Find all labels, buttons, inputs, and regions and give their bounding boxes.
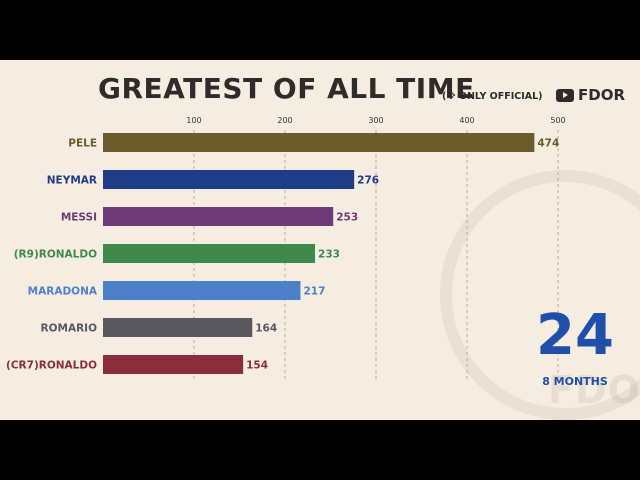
x-tick-label: 300 xyxy=(368,116,383,125)
value-label: 154 xyxy=(246,360,268,372)
bar-chart: 100 200 300 400 500 PELE 474 NEYMAR 276 MESSI 253… xyxy=(6,116,566,382)
counter-label: 8 MONTHS xyxy=(542,375,608,388)
x-tick-label: 200 xyxy=(277,116,292,125)
value-label: 276 xyxy=(357,175,379,187)
category-label: PELE xyxy=(68,138,97,150)
bar-neymar xyxy=(103,170,355,189)
value-label: 474 xyxy=(537,138,559,150)
category-label: MESSI xyxy=(61,212,97,224)
channel-brand: FDOR xyxy=(556,86,625,104)
category-label: MARADONA xyxy=(28,286,98,298)
value-label: 164 xyxy=(255,323,277,335)
value-label: 233 xyxy=(318,249,340,261)
brand-name: FDOR xyxy=(578,86,625,104)
category-label: (CR7)RONALDO xyxy=(6,360,97,372)
bar-messi xyxy=(103,207,334,226)
value-label: 217 xyxy=(303,286,325,298)
watermark-text: FDOR xyxy=(548,368,640,412)
youtube-icon xyxy=(556,88,574,102)
bar-maradona xyxy=(103,281,301,300)
x-tick-label: 500 xyxy=(550,116,565,125)
x-tick-label: 100 xyxy=(186,116,201,125)
chart-subtitle: (※ ONLY OFFICIAL) xyxy=(442,91,543,102)
bar-r9-ronaldo xyxy=(103,244,316,263)
chart-title: GREATEST OF ALL TIME xyxy=(98,72,475,105)
bar-romario xyxy=(103,318,253,337)
bar-cr7-ronaldo xyxy=(103,355,244,374)
x-tick-label: 400 xyxy=(459,116,474,125)
category-label: ROMARIO xyxy=(40,323,97,335)
counter-value: 24 xyxy=(536,303,614,368)
bar-pele xyxy=(103,133,535,152)
video-frame: FDOR GREATEST OF ALL TIME (※ ONLY OFFICI… xyxy=(0,60,640,420)
value-label: 253 xyxy=(336,212,358,224)
category-label: (R9)RONALDO xyxy=(14,249,97,261)
category-label: NEYMAR xyxy=(47,175,97,187)
